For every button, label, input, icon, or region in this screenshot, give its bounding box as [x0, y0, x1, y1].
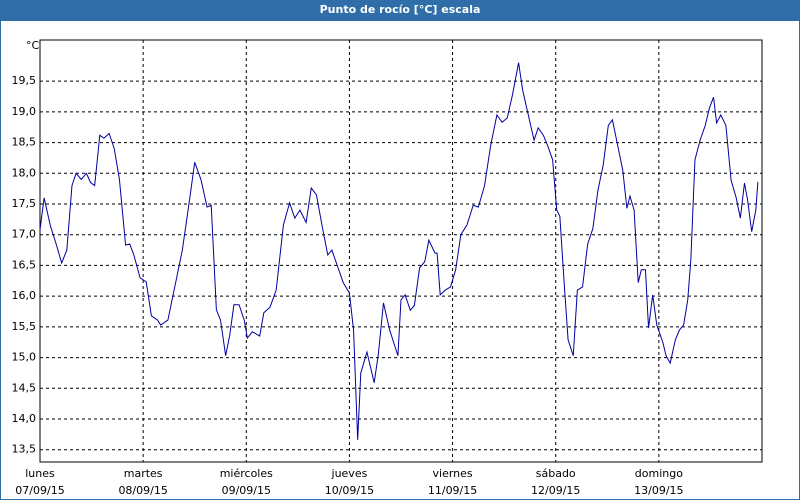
- y-tick-label: 15,0: [12, 351, 37, 364]
- x-tick-date: 10/09/15: [325, 484, 374, 497]
- data-line: [39, 62, 759, 440]
- y-tick-label: 16,5: [12, 258, 37, 271]
- chart-title: Punto de rocío [°C] escala: [320, 3, 481, 16]
- x-tick-label: viernes: [433, 467, 473, 480]
- x-tick-date: 08/09/15: [118, 484, 167, 497]
- x-tick-label: martes: [124, 467, 163, 480]
- x-tick-date: 13/09/15: [634, 484, 683, 497]
- x-tick-label: domingo: [635, 467, 683, 480]
- y-tick-label: 16,0: [12, 289, 37, 302]
- x-tick-date: 12/09/15: [531, 484, 580, 497]
- y-tick-label: 17,5: [12, 197, 37, 210]
- y-tick-label: 18,5: [12, 136, 37, 149]
- x-tick-label: jueves: [331, 467, 368, 480]
- y-tick-label: 18,0: [12, 166, 37, 179]
- x-tick-label: lunes: [25, 467, 55, 480]
- y-tick-label: 17,0: [12, 228, 37, 241]
- x-tick-date: 09/09/15: [222, 484, 271, 497]
- plot-frame: [39, 39, 763, 463]
- x-tick-date: 11/09/15: [428, 484, 477, 497]
- y-axis-label: °C: [26, 39, 40, 52]
- y-tick-label: 14,5: [12, 381, 37, 394]
- x-tick-label: sábado: [536, 467, 576, 480]
- y-tick-label: 15,5: [12, 320, 37, 333]
- y-tick-label: 19,5: [12, 74, 37, 87]
- title-bar: [0, 0, 800, 20]
- y-tick-label: 14,0: [12, 412, 37, 425]
- y-tick-label: 19,0: [12, 105, 37, 118]
- y-tick-label: 13,5: [12, 443, 37, 456]
- x-tick-date: 07/09/15: [15, 484, 64, 497]
- x-tick-label: miércoles: [220, 467, 273, 480]
